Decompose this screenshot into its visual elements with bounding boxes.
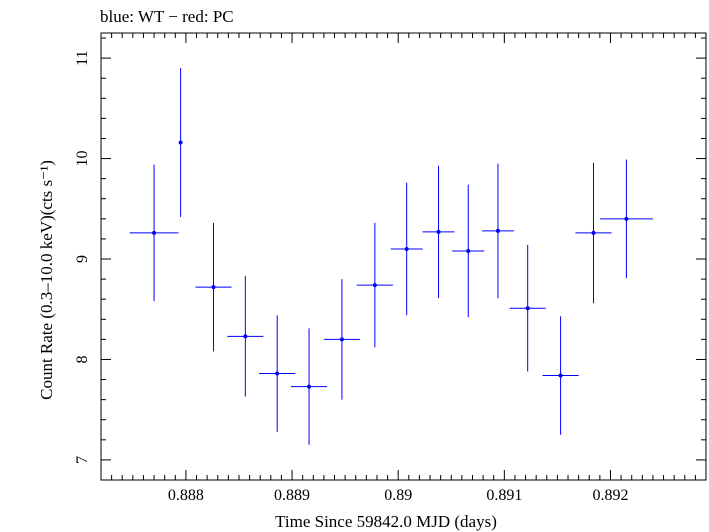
data-marker (558, 373, 563, 378)
x-tick-label: 0.889 (274, 487, 310, 504)
x-tick-labels: 0.888 0.889 0.89 0.891 0.892 (168, 487, 629, 504)
data-marker (436, 229, 441, 234)
data-point (482, 163, 514, 299)
y-tick-label: 11 (74, 50, 91, 65)
y-tick-label: 10 (74, 151, 91, 167)
y-tick-label: 9 (74, 255, 91, 263)
y-axis-label: Count Rate (0.3–10.0 keV)(cts s⁻¹) (37, 160, 56, 400)
data-point (452, 184, 485, 318)
y-tick-labels: 7 8 9 10 11 (74, 50, 91, 464)
data-point (259, 315, 296, 432)
data-marker (339, 337, 344, 342)
x-tick-label: 0.888 (168, 487, 204, 504)
data-marker (591, 230, 596, 235)
data-marker (275, 371, 280, 376)
data-point (356, 222, 393, 348)
data-marker (624, 216, 629, 221)
data-marker (525, 306, 530, 311)
data-marker (466, 248, 471, 253)
chart-title: blue: WT − red: PC (100, 7, 234, 26)
data-point (542, 316, 579, 435)
data-point (509, 244, 546, 372)
data-marker (152, 230, 157, 235)
data-point (178, 68, 183, 217)
data-point (575, 162, 612, 304)
y-tick-label: 8 (74, 355, 91, 363)
axis-ticks (100, 33, 707, 481)
x-tick-label: 0.891 (486, 487, 522, 504)
data-point (195, 222, 232, 352)
data-marker (307, 384, 312, 389)
plot-frame (100, 32, 707, 481)
x-tick-label: 0.892 (592, 487, 628, 504)
data-point (290, 328, 328, 445)
data-point (390, 182, 423, 316)
y-tick-label: 7 (74, 456, 91, 464)
data-marker (243, 334, 248, 339)
data-marker (404, 246, 409, 251)
data-marker (178, 140, 183, 145)
data-marker (211, 285, 216, 290)
data-point (323, 279, 360, 400)
data-point (422, 165, 455, 299)
data-point (129, 164, 179, 302)
data-point (227, 276, 264, 397)
data-point (599, 159, 653, 279)
x-axis-label: Time Since 59842.0 MJD (days) (275, 512, 497, 531)
x-tick-label: 0.89 (384, 487, 412, 504)
data-marker (372, 283, 377, 288)
data-marker (495, 228, 500, 233)
data-points (129, 68, 653, 445)
